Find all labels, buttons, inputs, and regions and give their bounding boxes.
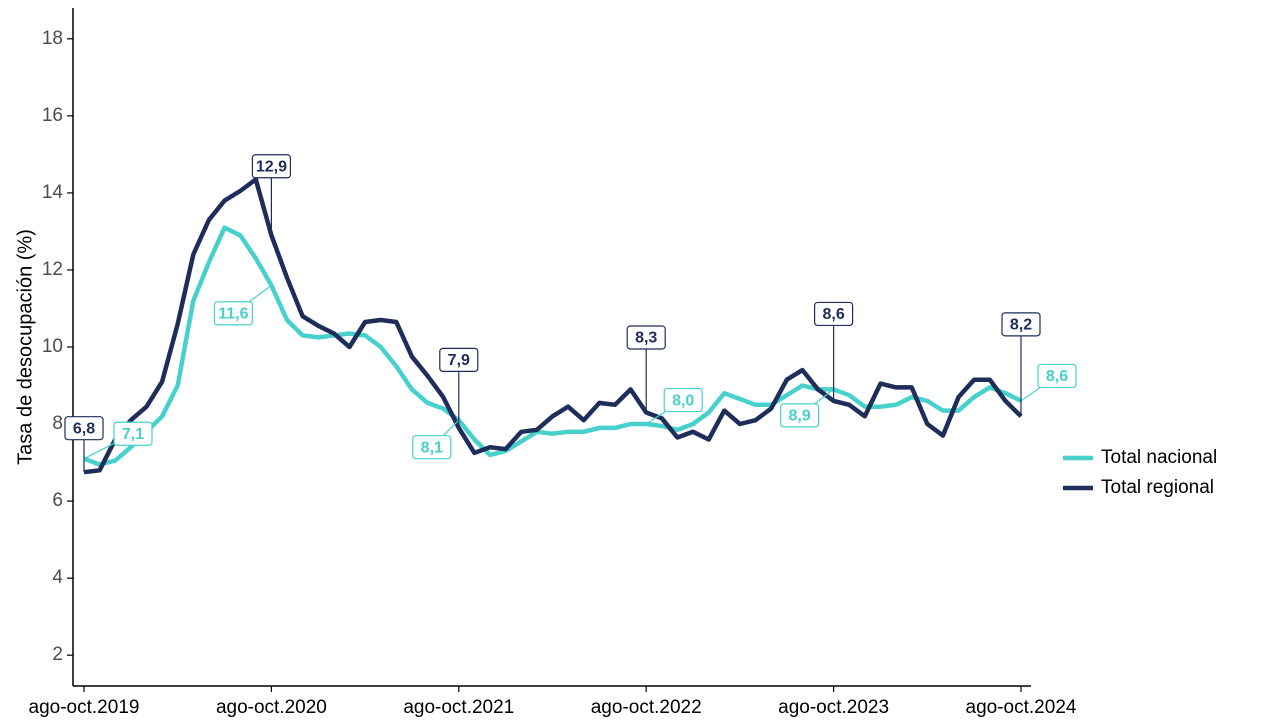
label-box	[113, 421, 153, 446]
data-label: 8,6	[822, 306, 844, 323]
y-tick-label: 14	[42, 182, 64, 203]
x-tick-label: ago-oct.2024	[966, 697, 1077, 718]
y-tick-label: 16	[42, 105, 63, 126]
y-tick-label: 8	[52, 413, 63, 434]
data-label: 8,9	[788, 408, 810, 425]
series-line	[83, 177, 1023, 475]
label-box	[213, 301, 253, 326]
data-label: 11,6	[218, 306, 248, 323]
x-tick-label: ago-oct.2020	[216, 697, 327, 718]
label-box	[813, 301, 854, 327]
label-box	[779, 403, 820, 428]
label-box	[1001, 312, 1041, 337]
y-tick-label: 10	[42, 336, 63, 357]
data-label: 8,0	[672, 392, 694, 409]
label-box	[1037, 363, 1077, 389]
data-label: 8,1	[421, 439, 443, 456]
x-tick-label: ago-oct.2019	[29, 697, 140, 718]
y-tick-label: 2	[52, 644, 63, 665]
legend-label: Total regional	[1101, 477, 1214, 498]
x-tick-label: ago-oct.2021	[403, 697, 514, 718]
y-axis-title: Tasa de desocupación (%)	[14, 229, 36, 465]
data-label: 8,2	[1010, 317, 1032, 334]
label-box	[412, 435, 452, 460]
data-label: 7,1	[122, 426, 144, 443]
label-box	[439, 347, 479, 372]
y-tick-label: 18	[42, 28, 63, 49]
x-tick-label: ago-oct.2023	[778, 697, 889, 718]
series-line	[83, 225, 1022, 467]
y-tick-label: 12	[42, 259, 63, 280]
label-box	[251, 154, 291, 179]
y-tick-label: 6	[52, 490, 63, 511]
label-box	[64, 416, 104, 441]
data-label: 6,8	[73, 420, 95, 437]
x-tick-label: ago-oct.2022	[591, 697, 702, 718]
data-label: 12,9	[256, 159, 287, 176]
legend-label: Total nacional	[1101, 447, 1217, 468]
label-box	[626, 325, 666, 350]
y-tick-label: 4	[52, 567, 63, 588]
label-box	[663, 387, 703, 413]
data-label: 8,6	[1046, 368, 1068, 385]
data-label: 8,3	[635, 330, 657, 347]
data-label: 7,9	[448, 352, 470, 369]
